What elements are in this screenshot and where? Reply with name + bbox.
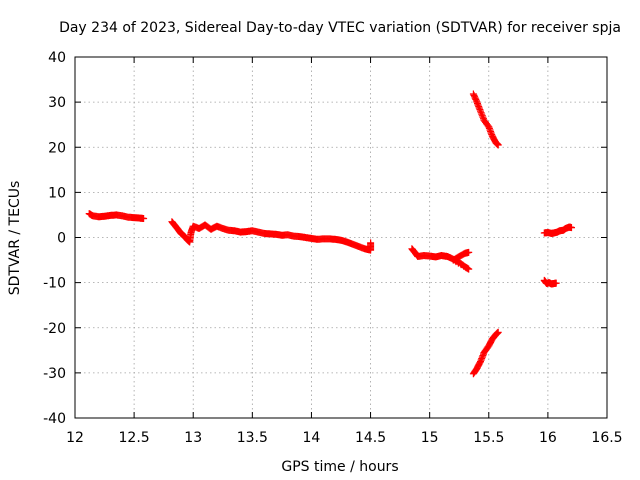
- y-axis-label: SDTVAR / TECUs: [7, 181, 23, 296]
- y-tick-label: -40: [43, 411, 66, 427]
- plot-frame: [74, 56, 608, 419]
- data-point: [465, 248, 473, 256]
- data-points: [85, 90, 575, 378]
- x-tick-label: 14: [303, 430, 321, 446]
- x-tick-label: 14.5: [355, 430, 386, 446]
- data-point: [494, 141, 502, 149]
- x-tick-label: 12.5: [119, 430, 150, 446]
- y-tick-label: 0: [57, 231, 66, 247]
- chart-title: Day 234 of 2023, Sidereal Day-to-day VTE…: [59, 20, 621, 36]
- y-tick-label: -30: [43, 366, 66, 382]
- data-point: [367, 239, 375, 247]
- y-tick-label: 10: [48, 185, 66, 201]
- y-tick-label: 40: [48, 50, 66, 66]
- y-tick-label: -20: [43, 321, 66, 337]
- x-tick-label: 13: [184, 430, 202, 446]
- y-tick-label: -10: [43, 276, 66, 292]
- x-tick-label: 16: [539, 430, 557, 446]
- axis-ticks: 12 12.5 13 13.5 14 14.5 15 15.5 16 16.5 -40 -30 -20 -…: [43, 50, 622, 446]
- x-tick-label: 13.5: [237, 430, 268, 446]
- x-tick-label: 16.5: [591, 430, 622, 446]
- data-point: [140, 215, 148, 222]
- data-point: [568, 224, 575, 232]
- y-tick-label: 30: [48, 95, 66, 111]
- x-axis-label: GPS time / hours: [281, 459, 398, 475]
- x-tick-label: 15: [421, 430, 439, 446]
- data-point: [552, 279, 560, 287]
- x-tick-label: 12: [66, 430, 84, 446]
- y-tick-label: 20: [48, 140, 66, 156]
- data-point: [494, 328, 502, 336]
- x-tick-label: 15.5: [473, 430, 504, 446]
